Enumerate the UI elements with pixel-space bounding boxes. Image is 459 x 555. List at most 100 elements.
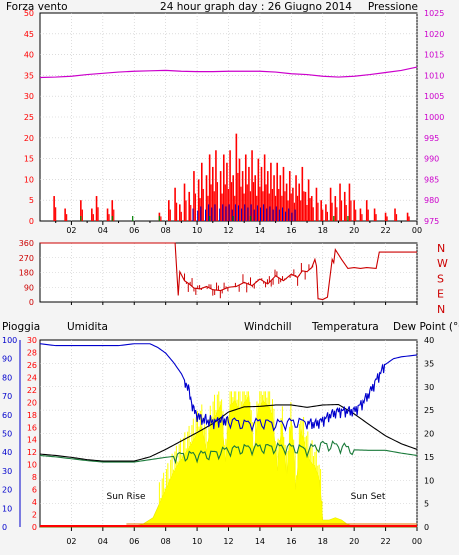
humidity-tick-label: 40 (2, 448, 12, 457)
time-tick-label: 04 (98, 226, 108, 235)
direction-tick-label: 90 (24, 283, 34, 292)
direction-degree-axis: 360 270 180 90 0 (19, 239, 34, 307)
rain-tick-label: 22 (27, 386, 37, 395)
temperature-tick-label: 30 (424, 383, 434, 392)
pressure-label: Pressione (368, 1, 418, 13)
temperature-axis: 0 5 10 15 20 25 30 35 40 (424, 336, 434, 532)
wind-tick-label: 50 (24, 9, 34, 18)
rain-tick-label: 14 (27, 436, 37, 445)
windchill-label: Windchill (244, 321, 292, 333)
pressure-tick-label: 1000 (424, 113, 444, 122)
temperature-tick-label: 5 (424, 500, 429, 509)
rain-tick-label: 12 (27, 448, 37, 457)
pressure-tick-label: 995 (424, 134, 439, 143)
humidity-tick-label: 50 (2, 430, 12, 439)
rain-tick-label: 16 (27, 423, 37, 432)
wind-tick-label: 15 (24, 155, 34, 164)
wind-speed-axis: 0 5 10 15 20 25 30 35 40 45 50 (24, 9, 34, 226)
pressure-line (39, 66, 418, 79)
rain-label: Pioggia (2, 321, 40, 333)
humidity-tick-label: 30 (2, 467, 12, 476)
humidity-tick-label: 90 (2, 355, 12, 364)
pressure-tick-label: 980 (424, 196, 439, 205)
temperature-line (39, 403, 418, 462)
time-tick-label: 12 (223, 226, 233, 235)
temperature-tick-label: 40 (424, 336, 434, 345)
humidity-axis: 0 10 20 30 40 50 60 70 80 90 100 (2, 336, 21, 532)
wind-tick-label: 0 (29, 217, 34, 226)
wind-tick-label: 10 (24, 175, 34, 184)
time-tick-label: 16 (286, 226, 296, 235)
rain-tick-label: 4 (32, 498, 37, 507)
time-tick-label: 16 (286, 537, 296, 546)
compass-tick-label: E (437, 288, 444, 301)
compass-tick-label: N (437, 242, 445, 255)
time-tick-label: 02 (66, 226, 76, 235)
pressure-tick-label: 1010 (424, 71, 444, 80)
wind-tick-label: 35 (24, 71, 34, 80)
compass-tick-label: N (437, 303, 445, 316)
chart-title: 24 hour graph day : 26 Giugno 2014 (160, 1, 352, 13)
compass-tick-label: W (437, 257, 448, 270)
time-tick-label: 14 (255, 537, 265, 546)
temperature-label: Temperatura (311, 321, 379, 333)
time-tick-label: 06 (129, 537, 139, 546)
time-axis-1: 02 04 06 08 10 12 14 16 18 20 22 00 (55, 221, 422, 235)
humidity-tick-label: 60 (2, 411, 12, 420)
wind-tick-label: 40 (24, 51, 34, 60)
humidity-tick-label: 20 (2, 486, 12, 495)
pressure-axis: 975 980 985 990 995 1000 1005 1010 1015 1020 1025 (424, 9, 444, 226)
time-tick-label: 22 (380, 226, 390, 235)
time-tick-label: 00 (412, 537, 422, 546)
pressure-tick-label: 1015 (424, 51, 444, 60)
wind-pressure-series (39, 66, 418, 221)
time-tick-label: 22 (380, 537, 390, 546)
compass-tick-label: S (437, 272, 444, 285)
humidity-tick-label: 70 (2, 392, 12, 401)
temperature-tick-label: 20 (424, 430, 434, 439)
time-tick-label: 14 (255, 226, 265, 235)
temperature-tick-label: 35 (424, 359, 434, 368)
direction-tick-label: 180 (19, 269, 34, 278)
wind-tick-label: 5 (29, 196, 34, 205)
rain-tick-label: 30 (27, 336, 37, 345)
humidity-tick-label: 80 (2, 373, 12, 382)
rain-tick-label: 0 (32, 523, 37, 532)
pressure-tick-label: 985 (424, 175, 439, 184)
dewpoint-label: Dew Point (°C (393, 321, 459, 333)
humidity-line (39, 343, 418, 433)
dewpoint-line (39, 440, 418, 465)
time-tick-label: 00 (412, 226, 422, 235)
rain-tick-label: 20 (27, 398, 37, 407)
rain-tick-label: 2 (32, 511, 37, 520)
pressure-tick-label: 975 (424, 217, 439, 226)
pressure-tick-label: 1020 (424, 30, 444, 39)
rain-tick-label: 24 (27, 373, 37, 382)
direction-tick-label: 360 (19, 239, 34, 248)
wind-tick-label: 20 (24, 134, 34, 143)
rain-tick-label: 6 (32, 486, 37, 495)
wind-tick-label: 25 (24, 113, 34, 122)
rain-tick-label: 26 (27, 361, 37, 370)
rain-tick-label: 10 (27, 461, 37, 470)
time-tick-label: 02 (66, 537, 76, 546)
time-tick-label: 18 (318, 226, 328, 235)
temperature-tick-label: 0 (424, 523, 429, 532)
rain-tick-label: 18 (27, 411, 37, 420)
direction-tick-label: 0 (29, 298, 34, 307)
time-tick-label: 04 (98, 537, 108, 546)
temperature-tick-label: 15 (424, 453, 434, 462)
temperature-tick-label: 25 (424, 406, 434, 415)
humidity-tick-label: 10 (2, 504, 12, 513)
time-tick-label: 10 (192, 537, 202, 546)
time-tick-label: 06 (129, 226, 139, 235)
humidity-tick-label: 0 (2, 523, 7, 532)
wind-direction-series (40, 242, 417, 301)
wind-direction-plot-area (39, 242, 418, 303)
time-axis-3: 02 04 06 08 10 12 14 16 18 20 22 00 (66, 527, 422, 546)
wind-tick-label: 30 (24, 92, 34, 101)
